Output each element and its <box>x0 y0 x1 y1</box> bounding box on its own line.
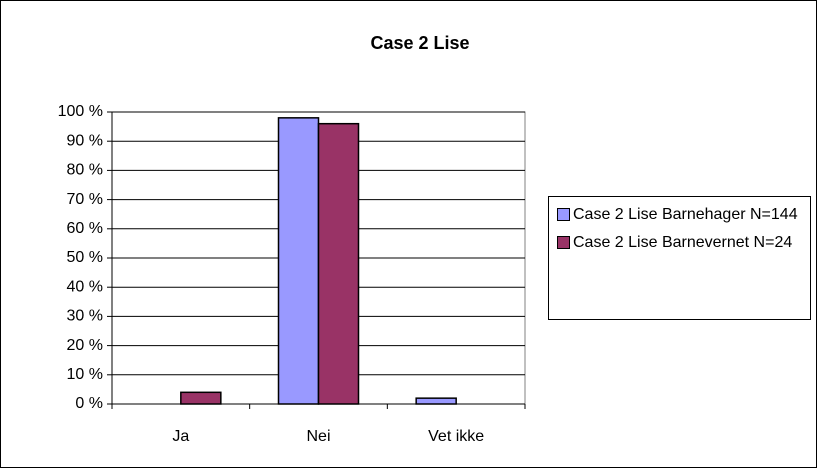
legend-entry: Case 2 Lise Barnehager N=144 <box>557 205 806 225</box>
y-tick-label: 60 % <box>67 220 103 237</box>
legend: Case 2 Lise Barnehager N=144 Case 2 Lise … <box>548 196 811 320</box>
legend-label: Case 2 Lise Barnevernet N=24 <box>573 234 793 251</box>
x-tick-label: Vet ikke <box>428 428 484 445</box>
legend-entry: Case 2 Lise Barnevernet N=24 <box>557 233 806 253</box>
y-tick-label: 80 % <box>67 162 103 179</box>
legend-label: Case 2 Lise Barnehager N=144 <box>573 206 798 223</box>
bar <box>277 117 320 405</box>
y-tick-label: 40 % <box>67 278 103 295</box>
bar <box>415 397 457 405</box>
y-tick-label: 20 % <box>67 337 103 354</box>
y-tick-label: 70 % <box>67 191 103 208</box>
legend-swatch <box>557 236 570 249</box>
chart-title: Case 2 Lise <box>370 33 469 53</box>
legend-swatch <box>557 208 570 221</box>
x-tick-label: Ja <box>172 428 189 445</box>
y-tick-label: 50 % <box>67 249 103 266</box>
y-tick-label: 100 % <box>58 103 103 120</box>
bar <box>317 122 360 405</box>
y-tick-label: 90 % <box>67 132 103 149</box>
y-tick-label: 30 % <box>67 308 103 325</box>
y-tick-label: 0 % <box>75 395 103 412</box>
bar <box>180 391 222 405</box>
x-tick-label: Nei <box>306 428 330 445</box>
y-tick-label: 10 % <box>67 366 103 383</box>
